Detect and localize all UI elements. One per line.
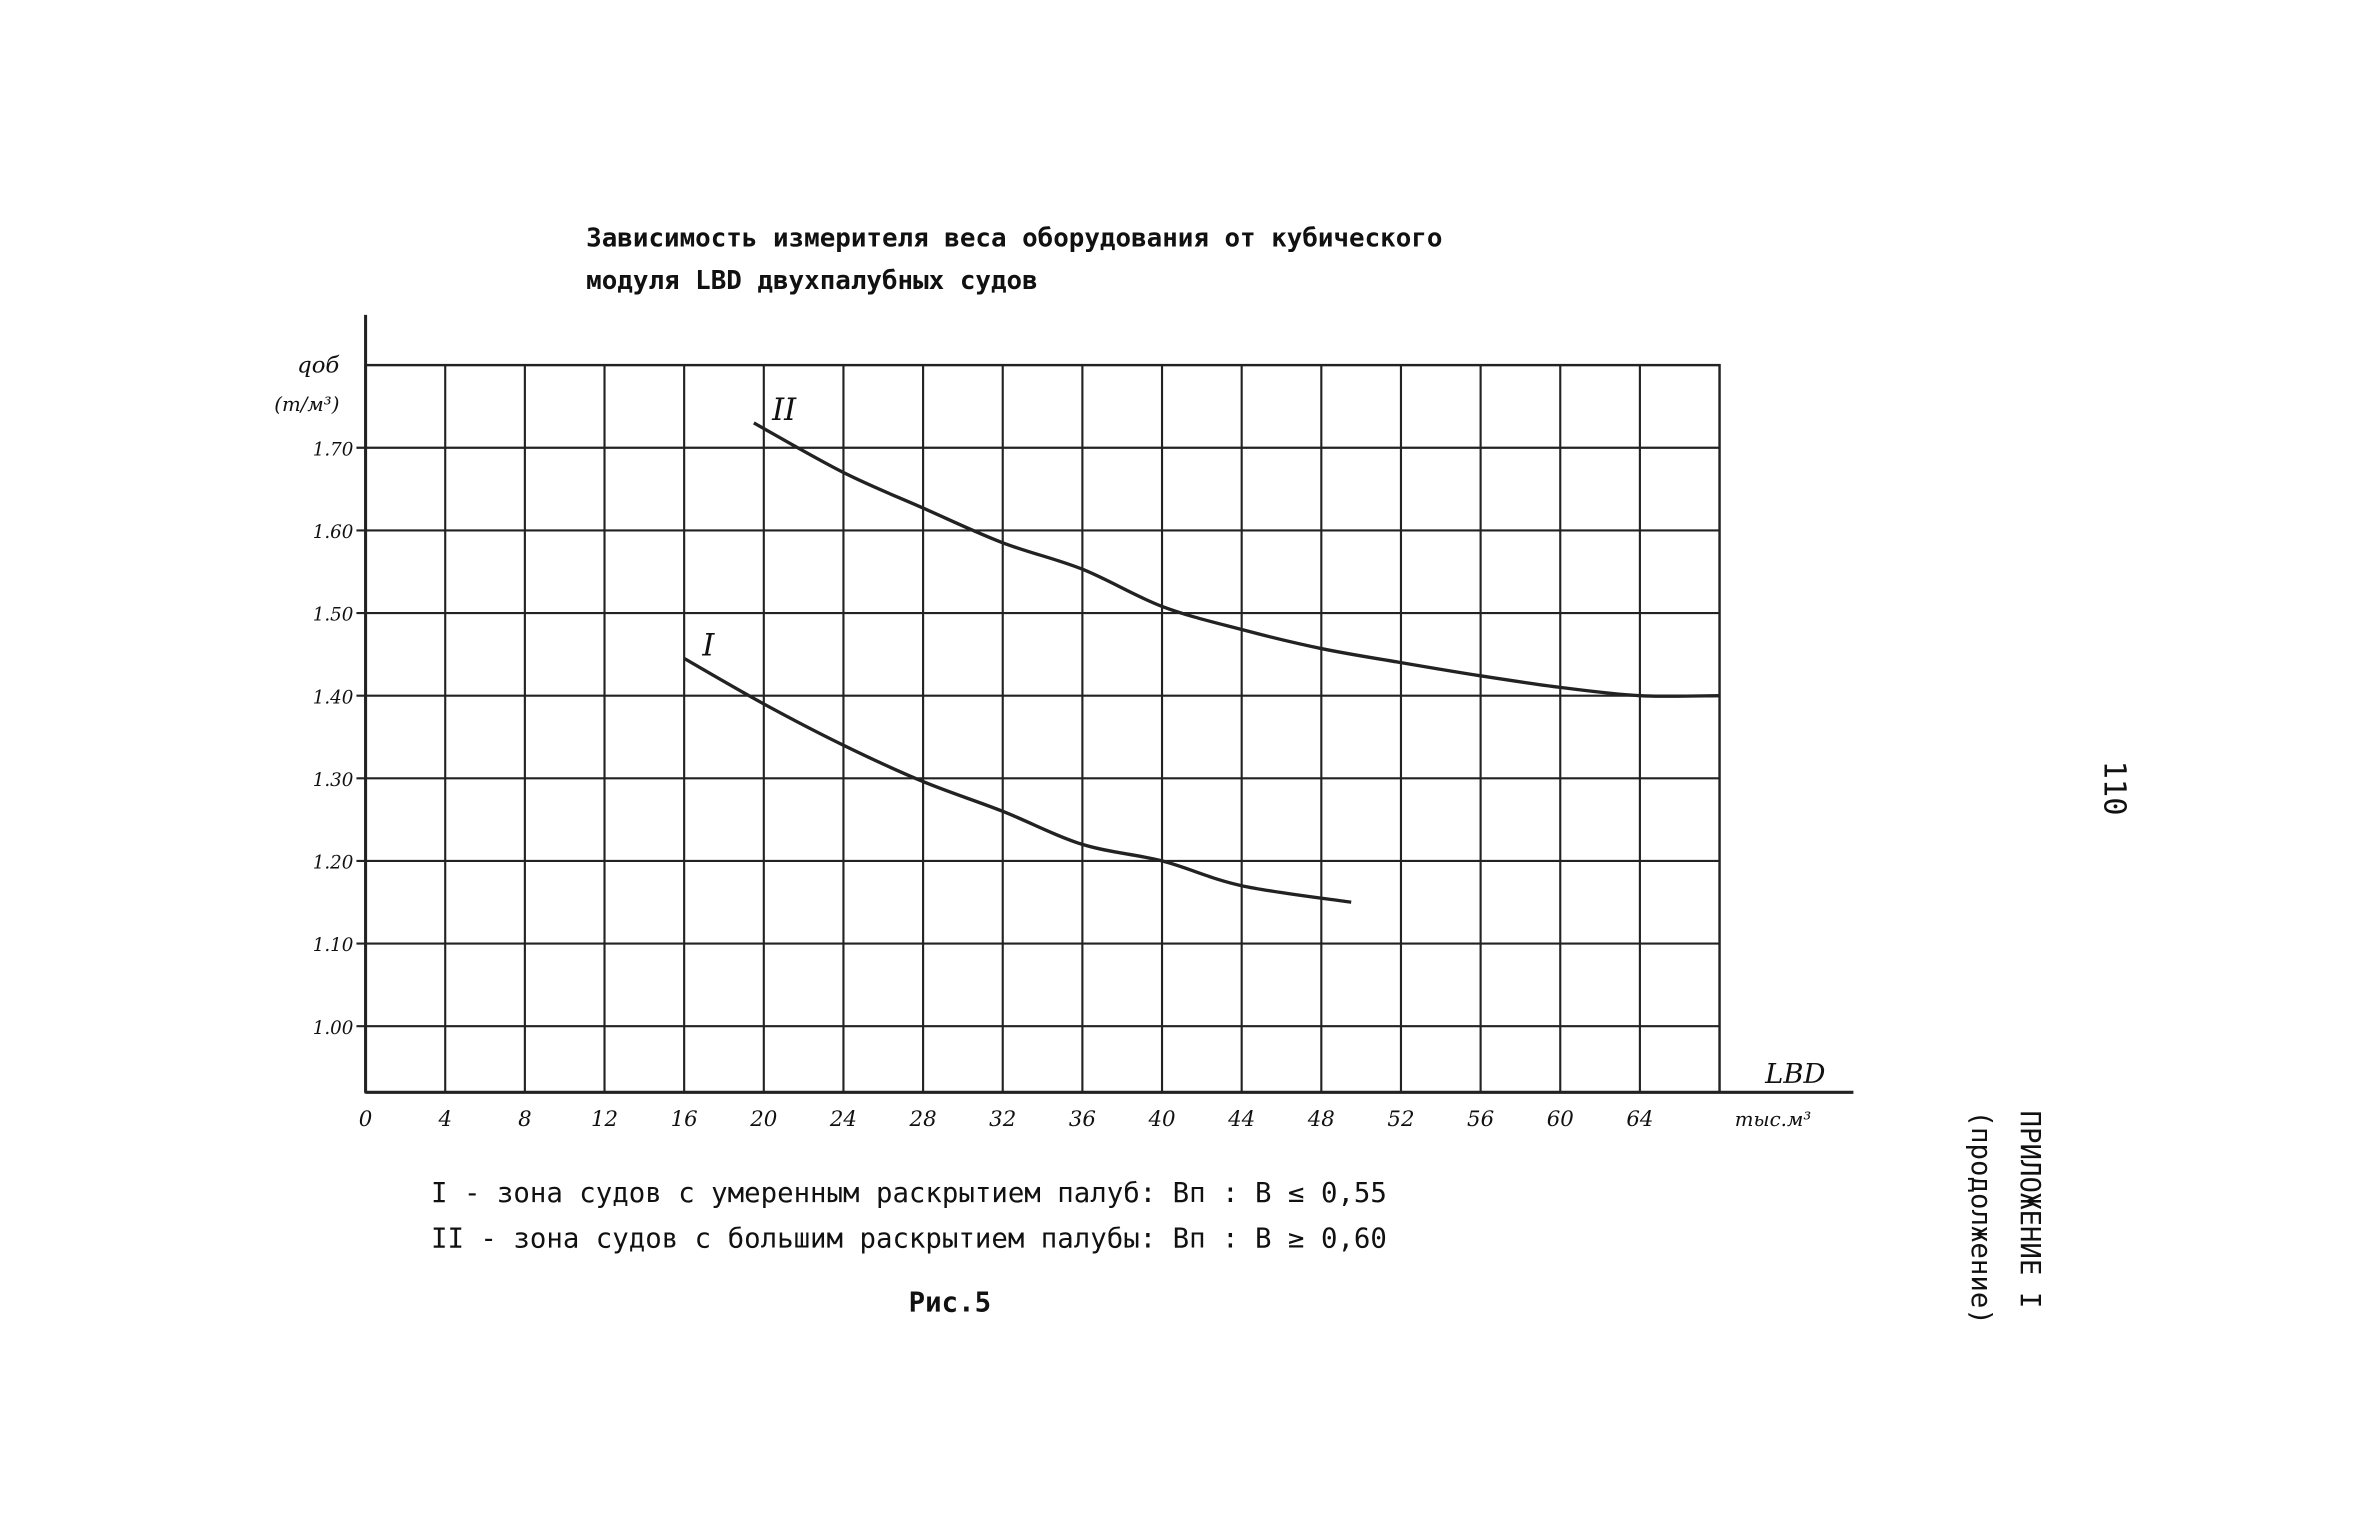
- x-tick-label: 24: [829, 1107, 857, 1132]
- x-tick-label: 0: [359, 1107, 373, 1132]
- appendix-title: ПРИЛОЖЕНИЕ I: [2014, 1111, 2045, 1309]
- x-axis-unit: тыс.м³: [1735, 1108, 1812, 1131]
- y-axis-unit: (т/м³): [274, 393, 339, 416]
- x-tick-label: 44: [1227, 1107, 1255, 1132]
- y-tick-label: 1.70: [313, 439, 354, 460]
- series-label: II: [771, 393, 797, 428]
- x-tick-label: 20: [749, 1107, 777, 1132]
- x-tick-label: 52: [1387, 1107, 1414, 1132]
- y-tick-label: 1.20: [313, 853, 354, 874]
- x-tick-label: 60: [1547, 1107, 1574, 1132]
- plot-frame: [364, 363, 1721, 1094]
- y-tick-label: 1.10: [313, 935, 354, 956]
- y-tick-label: 1.50: [313, 605, 354, 626]
- y-tick-label: 1.60: [313, 522, 354, 543]
- legend-note: I - зона судов с умеренным раскрытием па…: [431, 1178, 1387, 1209]
- x-tick-label: 40: [1147, 1107, 1175, 1132]
- x-tick-label: 4: [437, 1107, 452, 1132]
- y-tick-label: 1.30: [313, 770, 354, 791]
- page-number: 110: [2096, 761, 2131, 816]
- y-axis-label: qоб: [297, 353, 339, 379]
- x-tick-label: 48: [1307, 1107, 1335, 1132]
- x-tick-label: 36: [1069, 1107, 1096, 1132]
- y-tick-label: 1.40: [313, 687, 354, 708]
- x-tick-label: 32: [989, 1107, 1016, 1132]
- chart-title: Зависимость измерителя веса оборудования…: [586, 223, 1442, 253]
- legend-note: II - зона судов с большим раскрытием пал…: [431, 1223, 1387, 1254]
- x-axis-label: LBD: [1764, 1059, 1825, 1090]
- x-tick-label: 56: [1467, 1107, 1494, 1132]
- series-line: [683, 657, 1352, 904]
- series-label: I: [701, 628, 715, 663]
- series-line: [753, 421, 1720, 698]
- x-tick-label: 12: [591, 1107, 618, 1132]
- x-tick-label: 8: [518, 1107, 532, 1132]
- caption: Рис.5: [909, 1287, 991, 1318]
- appendix-note: (продолжение): [1965, 1111, 1996, 1325]
- chart-subtitle: модуля LBD двухпалубных судов: [586, 266, 1037, 296]
- x-tick-label: 28: [909, 1107, 937, 1132]
- x-tick-label: 64: [1626, 1107, 1653, 1132]
- y-tick-label: 1.00: [313, 1018, 354, 1039]
- x-tick-label: 16: [671, 1107, 698, 1132]
